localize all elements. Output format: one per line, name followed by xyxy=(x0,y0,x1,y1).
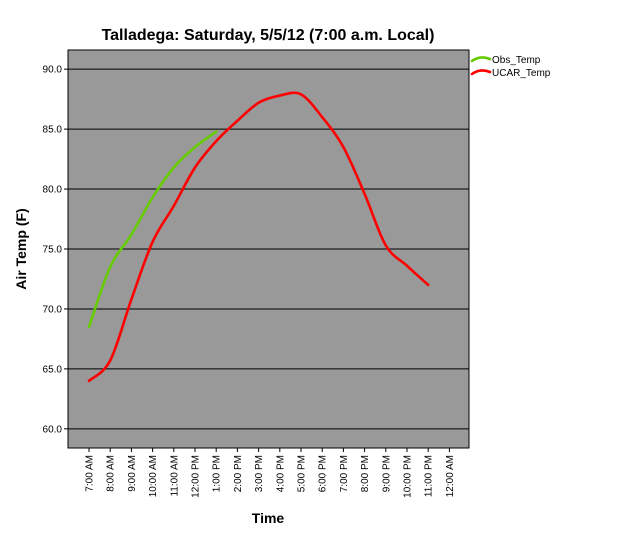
y-tick-label: 90.0 xyxy=(43,65,63,76)
x-tick-label: 9:00 PM xyxy=(381,455,392,492)
gridlines xyxy=(68,68,469,430)
legend-swatch xyxy=(470,56,492,63)
y-tick-label: 80.0 xyxy=(43,185,63,196)
x-tick-label: 7:00 AM xyxy=(85,455,96,492)
series-line-ucar-temp xyxy=(87,91,430,383)
x-tick-label: 8:00 AM xyxy=(106,455,117,492)
x-tick-label: 1:00 PM xyxy=(212,455,223,492)
series-layer xyxy=(87,91,430,383)
y-axis: 60.0 65.0 70.0 75.0 80.0 85.0 90.0 xyxy=(43,65,68,435)
x-tick-label: 5:00 PM xyxy=(297,455,308,492)
legend-label: Obs_Temp xyxy=(492,55,541,66)
y-tick-label: 60.0 xyxy=(43,424,63,435)
x-tick-label: 10:00 PM xyxy=(403,455,414,498)
y-axis-label: Air Temp (F) xyxy=(13,208,29,289)
x-tick-label: 12:00 PM xyxy=(191,455,202,498)
x-tick-label: 9:00 AM xyxy=(127,455,138,492)
y-tick-label: 75.0 xyxy=(43,245,63,256)
series-line-obs-temp xyxy=(87,130,218,329)
y-tick-label: 85.0 xyxy=(43,125,63,136)
x-tick-label: 2:00 PM xyxy=(233,455,244,492)
chart-title: Talladega: Saturday, 5/5/12 (7:00 a.m. L… xyxy=(102,27,435,44)
y-tick-label: 65.0 xyxy=(43,364,63,375)
x-tick-label: 6:00 PM xyxy=(318,455,329,492)
legend-swatch xyxy=(470,69,492,76)
x-tick-label: 4:00 PM xyxy=(275,455,286,492)
x-axis: 7:00 AM 8:00 AM 9:00 AM 10:00 AM 11:00 AM 12:… xyxy=(85,448,456,498)
x-tick-label: 8:00 PM xyxy=(360,455,371,492)
x-tick-label: 7:00 PM xyxy=(339,455,350,492)
x-axis-label: Time xyxy=(252,510,285,526)
legend: Obs_Temp UCAR_Temp xyxy=(470,55,551,79)
x-tick-label: 10:00 AM xyxy=(148,455,159,497)
y-tick-label: 70.0 xyxy=(43,304,63,315)
x-tick-label: 11:00 AM xyxy=(169,455,180,497)
legend-label: UCAR_Temp xyxy=(492,68,551,79)
x-tick-label: 12:00 AM xyxy=(445,455,456,497)
x-tick-label: 11:00 PM xyxy=(424,455,435,497)
x-tick-label: 3:00 PM xyxy=(254,455,265,492)
